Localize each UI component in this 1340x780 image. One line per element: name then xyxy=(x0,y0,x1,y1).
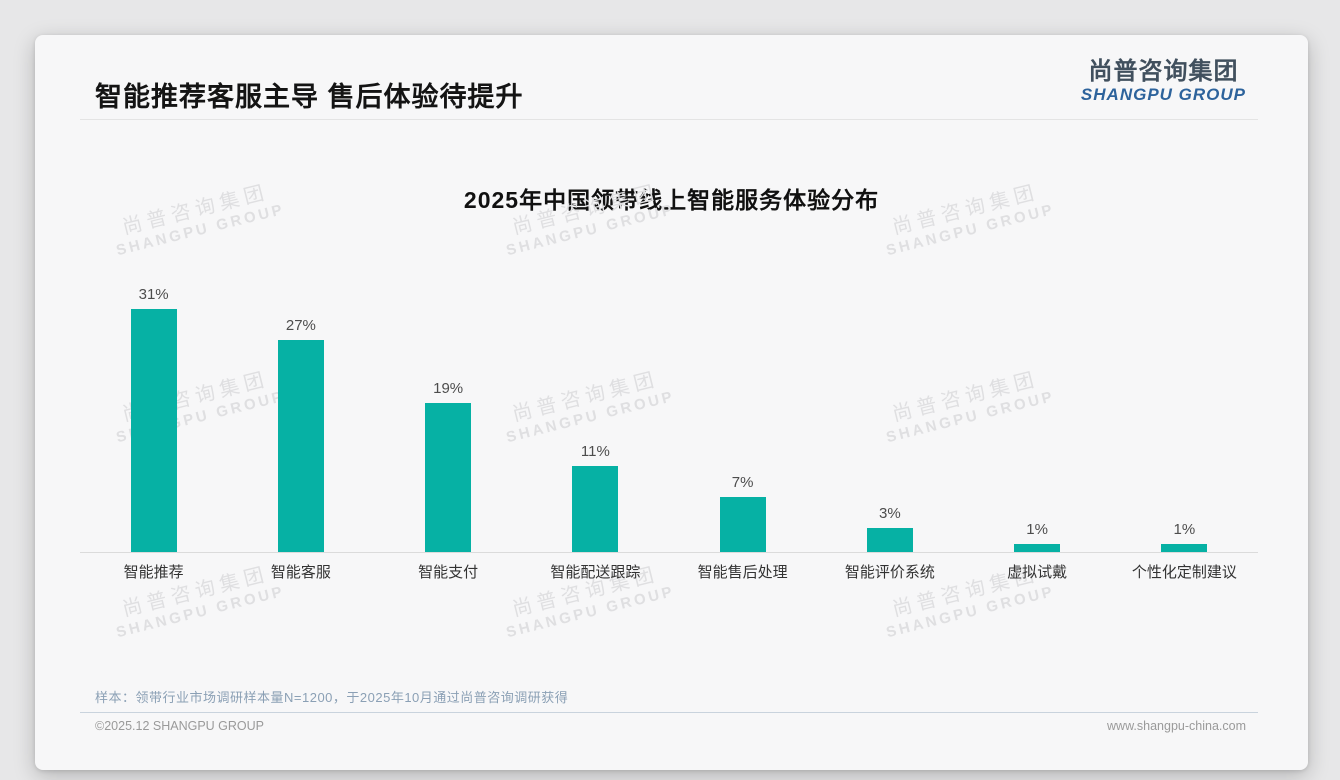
bar xyxy=(277,340,324,552)
bar-slot: 27% xyxy=(227,317,374,552)
category-label: 个性化定制建议 xyxy=(1131,564,1237,581)
company-logo: 尚普咨询集团 SHANGPU GROUP xyxy=(1080,58,1246,105)
category-label: 虚拟试戴 xyxy=(1007,564,1068,581)
category-label: 智能推荐 xyxy=(123,564,184,581)
bar-value-label: 3% xyxy=(879,505,901,522)
category-label: 智能配送跟踪 xyxy=(550,564,641,581)
watermark-chinese-text: 尚普咨询集团 xyxy=(890,563,1041,621)
bar-slot: 1% xyxy=(1111,521,1258,552)
watermark-english-text: SHANGPU GROUP xyxy=(114,582,287,642)
watermark-english-text: SHANGPU GROUP xyxy=(884,582,1057,642)
bar-value-label: 19% xyxy=(433,380,464,397)
sample-footnote: 样本：领带行业市场调研样本量N=1200，于2025年10月通过尚普咨询调研获得 xyxy=(95,690,569,705)
bar-value-label: 11% xyxy=(580,443,610,460)
slide-card: 智能推荐客服主导 售后体验待提升 尚普咨询集团 SHANGPU GROUP 尚普… xyxy=(35,35,1308,770)
bar xyxy=(719,497,766,552)
bar-slot: 3% xyxy=(816,505,963,552)
bar xyxy=(1161,544,1208,552)
footer-copyright: ©2025.12 SHANGPU GROUP xyxy=(95,719,264,733)
chart-title: 2025年中国领带线上智能服务体验分布 xyxy=(463,187,880,213)
logo-chinese-text: 尚普咨询集团 xyxy=(1088,58,1239,85)
footer-website: www.shangpu-china.com xyxy=(1107,719,1246,733)
category-label: 智能客服 xyxy=(270,564,331,581)
watermark-chinese-text: 尚普咨询集团 xyxy=(510,563,661,621)
bar-value-label: 1% xyxy=(1026,521,1048,538)
bar-slot: 19% xyxy=(375,380,522,552)
watermark-chinese-text: 尚普咨询集团 xyxy=(120,563,271,621)
bar-value-label: 27% xyxy=(285,317,316,334)
bar xyxy=(130,309,177,552)
bar-value-label: 1% xyxy=(1173,521,1196,538)
header-divider xyxy=(80,119,1258,120)
footer-divider xyxy=(80,712,1258,713)
bar xyxy=(866,528,913,552)
page-title: 智能推荐客服主导 售后体验待提升 xyxy=(95,82,524,112)
bar xyxy=(425,403,472,552)
logo-english-text: SHANGPU GROUP xyxy=(1080,85,1246,105)
bar-chart-plot: 31% 27% 19% 11% 7% 3% 1% 1% xyxy=(80,170,1258,552)
bar-slot: 7% xyxy=(669,474,816,552)
bar-slot: 1% xyxy=(964,521,1111,552)
bar xyxy=(572,466,619,552)
category-labels-row: 智能推荐 智能客服 智能支付 智能配送跟踪 智能售后处理 智能评价系统 虚拟试戴 个性化定制建… xyxy=(80,561,1258,582)
bar-value-label: 31% xyxy=(138,286,169,303)
bar-slot: 11% xyxy=(522,443,669,552)
bar-value-label: 7% xyxy=(731,474,754,491)
bar-slot: 31% xyxy=(80,286,227,552)
watermark-english-text: SHANGPU GROUP xyxy=(504,582,677,642)
x-axis-line xyxy=(80,552,1258,553)
bars-row: 31% 27% 19% 11% 7% 3% 1% 1% xyxy=(80,170,1258,552)
category-label: 智能支付 xyxy=(418,564,479,581)
category-label: 智能售后处理 xyxy=(697,564,788,581)
category-label: 智能评价系统 xyxy=(844,564,935,581)
bar xyxy=(1014,544,1061,552)
